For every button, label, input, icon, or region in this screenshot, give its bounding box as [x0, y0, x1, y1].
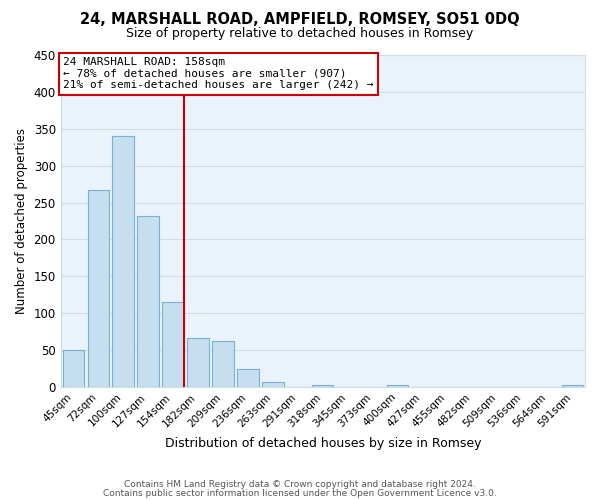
Bar [212, 341, 233, 387]
Bar [562, 384, 583, 387]
Bar [88, 190, 109, 387]
Bar [62, 350, 84, 387]
Y-axis label: Number of detached properties: Number of detached properties [15, 128, 28, 314]
X-axis label: Distribution of detached houses by size in Romsey: Distribution of detached houses by size … [164, 437, 481, 450]
Bar [163, 302, 184, 387]
Text: Contains HM Land Registry data © Crown copyright and database right 2024.: Contains HM Land Registry data © Crown c… [124, 480, 476, 489]
Bar [262, 382, 284, 387]
Bar [238, 368, 259, 387]
Text: 24 MARSHALL ROAD: 158sqm
← 78% of detached houses are smaller (907)
21% of semi-: 24 MARSHALL ROAD: 158sqm ← 78% of detach… [63, 57, 374, 90]
Text: Contains public sector information licensed under the Open Government Licence v3: Contains public sector information licen… [103, 488, 497, 498]
Text: Size of property relative to detached houses in Romsey: Size of property relative to detached ho… [127, 28, 473, 40]
Bar [112, 136, 134, 387]
Text: 24, MARSHALL ROAD, AMPFIELD, ROMSEY, SO51 0DQ: 24, MARSHALL ROAD, AMPFIELD, ROMSEY, SO5… [80, 12, 520, 28]
Bar [312, 386, 334, 387]
Bar [137, 216, 158, 387]
Bar [387, 386, 409, 387]
Bar [187, 338, 209, 387]
